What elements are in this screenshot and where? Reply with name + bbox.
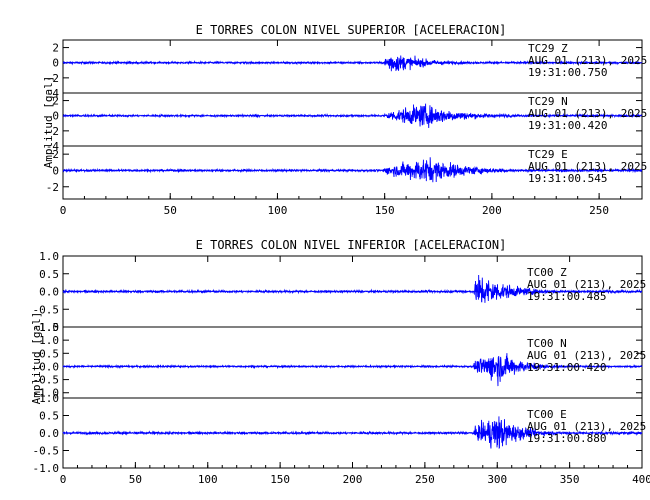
x-tick-label: 0: [60, 473, 67, 486]
panel-upper: E TORRES COLON NIVEL SUPERIOR [ACELERACI…: [42, 23, 647, 217]
x-tick-label: 200: [343, 473, 363, 486]
record-date: AUG 01 (213), 2025: [528, 107, 647, 120]
y-tick-label: 0.0: [39, 427, 59, 440]
record-time: 19:31:00.485: [527, 290, 606, 303]
x-tick-label: 300: [487, 473, 507, 486]
y-tick-label: 0.5: [39, 268, 59, 281]
y-tick-label: -4: [46, 87, 60, 100]
waveform-trace: [62, 416, 643, 449]
y-tick-label: 0.5: [39, 347, 59, 360]
x-tick-label: 350: [560, 473, 580, 486]
waveform-trace: [62, 55, 643, 72]
y-axis-label-lower: Amplitud [gal]: [30, 312, 43, 405]
waveform-trace: [62, 353, 643, 387]
waveform-trace: [62, 103, 643, 129]
x-tick-label: 150: [270, 473, 290, 486]
y-tick-label: 2: [52, 42, 59, 55]
panel-lower: E TORRES COLON NIVEL INFERIOR [ACELERACI…: [30, 238, 650, 486]
record-date: AUG 01 (213), 2025: [528, 160, 647, 173]
x-tick-label: 250: [415, 473, 435, 486]
x-tick-label: 250: [589, 204, 609, 217]
y-tick-label: 0: [52, 57, 59, 70]
y-tick-label: 0: [52, 110, 59, 123]
y-tick-label: -1.0: [33, 462, 60, 475]
record-time: 19:31:00.420: [527, 361, 606, 374]
station-component: TC29 Z: [528, 42, 568, 55]
y-tick-label: -0.5: [33, 374, 60, 387]
record-date: AUG 01 (213), 2025: [527, 349, 646, 362]
y-tick-label: -2: [46, 181, 59, 194]
record-date: AUG 01 (213), 2025: [527, 420, 646, 433]
station-component: TC29 N: [528, 95, 568, 108]
x-tick-label: 100: [198, 473, 218, 486]
y-tick-label: -0.5: [33, 303, 60, 316]
y-tick-label: 1.0: [39, 250, 59, 263]
y-tick-label: 0.5: [39, 410, 59, 423]
record-time: 19:31:00.545: [528, 172, 607, 185]
y-tick-label: -1.0: [33, 321, 60, 334]
y-tick-label: 1.0: [39, 334, 59, 347]
y-tick-label: -2: [46, 125, 59, 138]
y-tick-label: 1.5: [39, 321, 59, 334]
station-component: TC00 E: [527, 408, 567, 421]
plot-frame-upper: [62, 39, 643, 200]
x-tick-label: 0: [60, 204, 67, 217]
y-tick-label: -1.0: [33, 387, 60, 400]
waveform-trace: [62, 274, 643, 303]
chart-title-lower: E TORRES COLON NIVEL INFERIOR [ACELERACI…: [196, 238, 507, 252]
record-date: AUG 01 (213), 2025: [528, 54, 647, 67]
record-time: 19:31:00.420: [528, 119, 607, 132]
y-tick-label: 1.0: [39, 392, 59, 405]
y-tick-label: -0.5: [33, 445, 60, 458]
waveform-trace: [62, 157, 643, 183]
y-tick-label: -4: [46, 140, 60, 153]
x-axis-upper: 0 50 100 150 200 250: [60, 40, 643, 217]
station-component: TC00 N: [527, 337, 567, 350]
station-component: TC00 Z: [527, 266, 567, 279]
y-tick-label: 0.0: [39, 286, 59, 299]
y-tick-label: 2: [52, 95, 59, 108]
x-axis-lower: 0 50 100 150 200 250 300 350 400: [60, 256, 650, 486]
x-tick-label: 150: [375, 204, 395, 217]
x-tick-label: 100: [268, 204, 288, 217]
record-time: 19:31:00.880: [527, 432, 606, 445]
y-tick-label: 2: [52, 148, 59, 161]
record-date: AUG 01 (213), 2025: [527, 278, 646, 291]
x-tick-label: 50: [129, 473, 142, 486]
y-tick-label: 0: [52, 164, 59, 177]
chart-title-upper: E TORRES COLON NIVEL SUPERIOR [ACELERACI…: [196, 23, 507, 37]
record-time: 19:31:00.750: [528, 66, 607, 79]
y-tick-label: -2: [46, 72, 59, 85]
x-tick-label: 400: [632, 473, 650, 486]
y-axis-label-upper: Amplitud [gal]: [42, 76, 55, 169]
x-tick-label: 50: [164, 204, 177, 217]
y-tick-label: 0.0: [39, 360, 59, 373]
x-tick-label: 200: [482, 204, 502, 217]
station-component: TC29 E: [528, 148, 568, 161]
